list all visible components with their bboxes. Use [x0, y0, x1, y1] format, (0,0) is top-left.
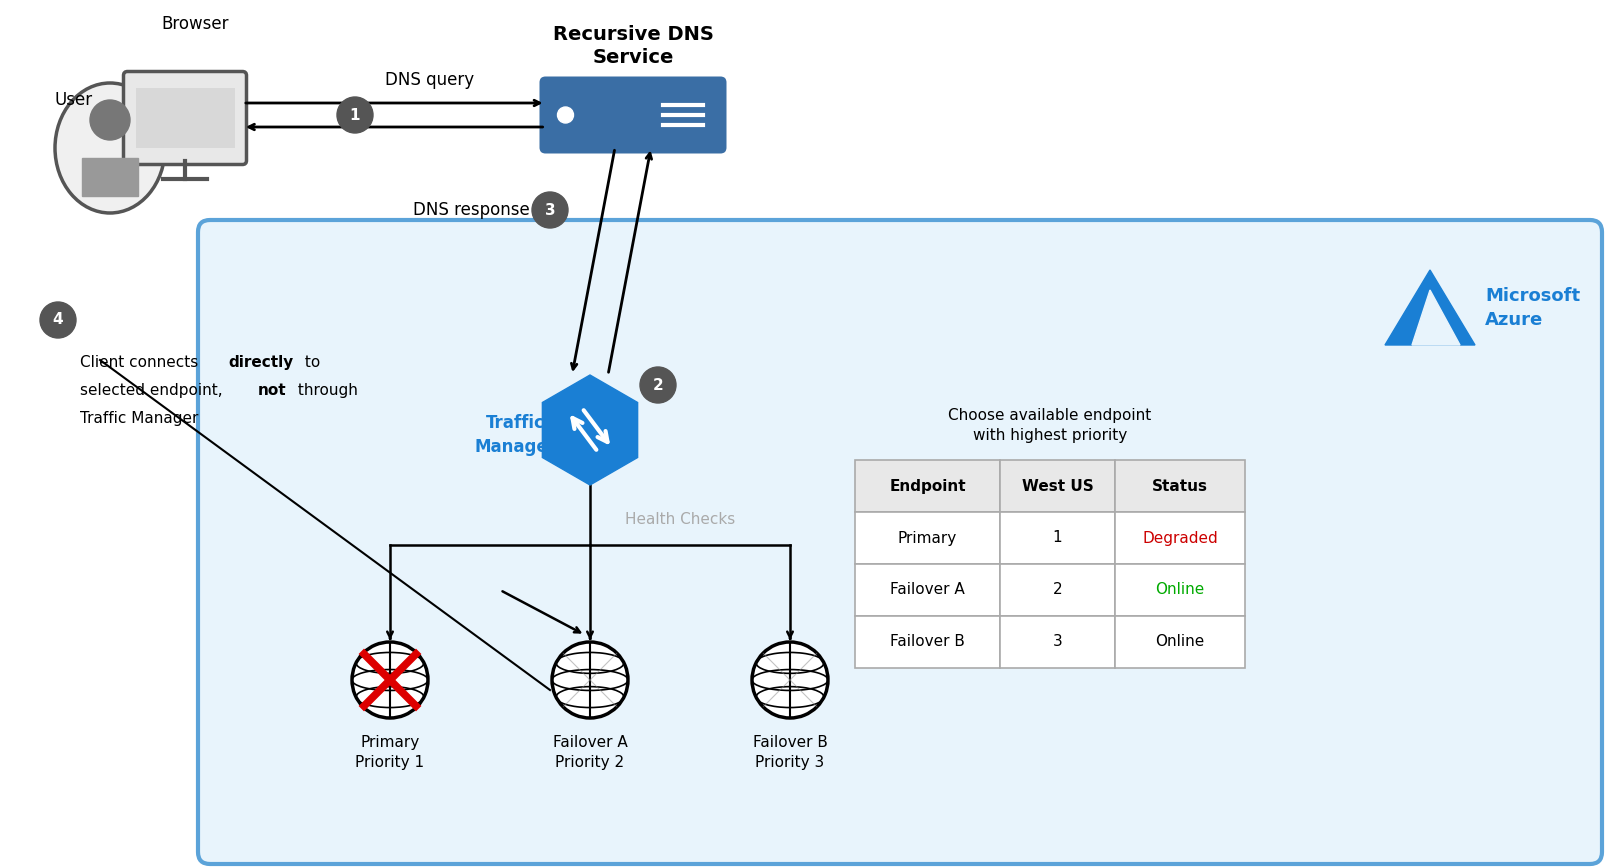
Circle shape: [551, 642, 628, 718]
FancyBboxPatch shape: [1114, 512, 1246, 564]
Text: 1: 1: [1053, 531, 1062, 545]
Text: 2: 2: [652, 377, 663, 393]
FancyBboxPatch shape: [198, 220, 1603, 864]
Text: Endpoint: Endpoint: [889, 479, 965, 493]
Text: Primary: Primary: [899, 531, 957, 545]
FancyBboxPatch shape: [1001, 564, 1114, 616]
Text: Primary
Priority 1: Primary Priority 1: [355, 735, 425, 770]
Text: Online: Online: [1155, 583, 1205, 597]
Circle shape: [641, 367, 676, 403]
Text: User: User: [55, 91, 92, 109]
FancyBboxPatch shape: [855, 512, 1001, 564]
Text: Health Checks: Health Checks: [624, 512, 735, 527]
Polygon shape: [83, 158, 138, 196]
FancyBboxPatch shape: [1001, 460, 1114, 512]
FancyBboxPatch shape: [855, 460, 1001, 512]
Circle shape: [352, 642, 428, 718]
FancyBboxPatch shape: [540, 76, 727, 153]
Circle shape: [89, 100, 130, 140]
Text: to: to: [300, 355, 320, 370]
Text: selected endpoint,: selected endpoint,: [79, 383, 227, 398]
Polygon shape: [1385, 270, 1474, 345]
Text: Traffic Manager: Traffic Manager: [79, 411, 198, 426]
Text: Failover B
Priority 3: Failover B Priority 3: [753, 735, 827, 770]
Text: Recursive DNS: Recursive DNS: [553, 25, 714, 44]
FancyBboxPatch shape: [1001, 616, 1114, 668]
Text: 1: 1: [350, 108, 360, 122]
Circle shape: [532, 192, 568, 228]
FancyBboxPatch shape: [1114, 460, 1246, 512]
Text: Microsoft
Azure: Microsoft Azure: [1486, 287, 1580, 329]
FancyBboxPatch shape: [855, 564, 1001, 616]
FancyBboxPatch shape: [1114, 616, 1246, 668]
FancyBboxPatch shape: [136, 88, 235, 147]
Text: Client connects: Client connects: [79, 355, 203, 370]
Text: not: not: [258, 383, 287, 398]
Text: DNS query: DNS query: [386, 71, 475, 89]
Text: Failover B: Failover B: [890, 635, 965, 649]
Text: Service: Service: [592, 48, 673, 67]
Text: 4: 4: [52, 312, 63, 328]
Text: Degraded: Degraded: [1142, 531, 1218, 545]
FancyBboxPatch shape: [1114, 564, 1246, 616]
Text: Online: Online: [1155, 635, 1205, 649]
FancyBboxPatch shape: [855, 616, 1001, 668]
Text: 3: 3: [545, 203, 555, 218]
Text: West US: West US: [1022, 479, 1093, 493]
Polygon shape: [1413, 290, 1460, 345]
Circle shape: [41, 302, 76, 338]
Text: Traffic
Manager: Traffic Manager: [474, 414, 556, 456]
Text: 3: 3: [1053, 635, 1062, 649]
Text: Status: Status: [1152, 479, 1208, 493]
Circle shape: [558, 107, 574, 123]
Circle shape: [337, 97, 373, 133]
Ellipse shape: [55, 83, 165, 213]
Text: Choose available endpoint
with highest priority: Choose available endpoint with highest p…: [949, 408, 1152, 443]
FancyBboxPatch shape: [123, 71, 247, 165]
Text: Browser: Browser: [161, 15, 229, 33]
Text: Failover A
Priority 2: Failover A Priority 2: [553, 735, 628, 770]
Text: directly: directly: [229, 355, 294, 370]
Text: 2: 2: [1053, 583, 1062, 597]
Text: DNS response: DNS response: [414, 201, 530, 219]
Text: through: through: [294, 383, 358, 398]
Circle shape: [753, 642, 827, 718]
Text: Failover A: Failover A: [890, 583, 965, 597]
Polygon shape: [542, 375, 637, 485]
FancyBboxPatch shape: [1001, 512, 1114, 564]
